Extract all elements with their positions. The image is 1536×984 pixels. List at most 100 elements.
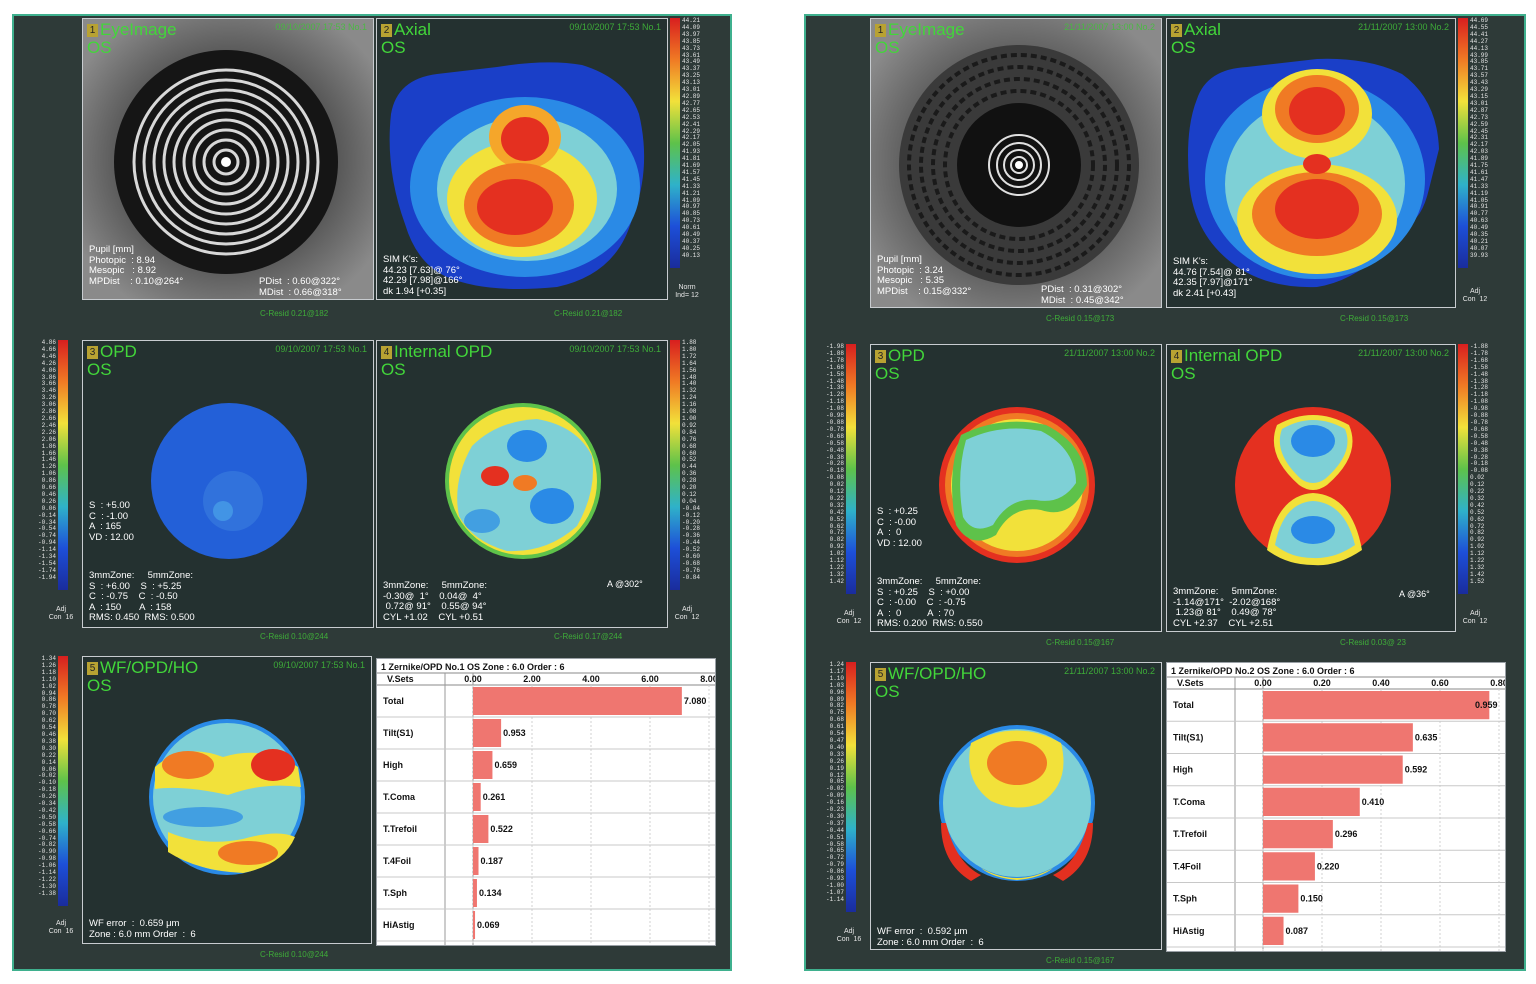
bar xyxy=(473,719,502,747)
exam-date: 21/11/2007 13:00 No.2 xyxy=(1064,22,1155,32)
bar xyxy=(1263,916,1284,945)
internal-opd-panel: 4 Internal OPD OS 21/11/2007 13:00 No.2 3… xyxy=(1166,344,1456,632)
bar xyxy=(473,815,489,843)
zernike-bar-chart: 1 Zernike/OPD No.2 OS Zone : 6.0 Order :… xyxy=(1166,662,1508,952)
category-label: HiAstig xyxy=(383,920,415,930)
category-label: High xyxy=(1173,765,1193,775)
data-label: 0.296 xyxy=(1335,829,1358,839)
opd-color-scale: -1.98 -1.88 -1.78 -1.68 -1.58 -1.48 -1.3… xyxy=(822,343,861,634)
bar xyxy=(473,911,476,939)
wf-opd-ho-panel: 5 WF/OPD/HO OS 21/11/2007 13:00 No.2 WF e… xyxy=(870,662,1162,950)
wf-error-info: WF error : 0.659 μm Zone : 6.0 mm Order … xyxy=(89,918,196,940)
eye-label: OS xyxy=(1171,38,1196,57)
bar xyxy=(1263,852,1315,881)
scale-ticks: 1.88 1.80 1.72 1.64 1.56 1.48 1.40 1.32 … xyxy=(682,339,701,581)
tick-label: 2.00 xyxy=(523,674,541,684)
category-label: T.Coma xyxy=(1173,797,1206,807)
sim-k-info: SIM K's: 44.76 [7.54]@ 81° 42.35 [7.97]@… xyxy=(1173,256,1253,299)
exam-date: 09/10/2007 17:53 No.1 xyxy=(569,22,661,32)
astig-axis-marker: A @36° xyxy=(1399,589,1430,599)
placido-ring-image xyxy=(83,19,373,299)
data-label: 0.261 xyxy=(483,792,506,802)
pupil-dist-info: PDist : 0.31@302° MDist : 0.45@342° xyxy=(1041,284,1124,306)
data-label: 0.953 xyxy=(503,728,526,738)
exam-date: 21/11/2007 13:00 No.2 xyxy=(1064,348,1155,358)
panel-title: 5 WF/OPD/HO OS xyxy=(87,659,198,695)
panel-title-text: EyeImage xyxy=(888,20,965,39)
panel-number: 3 xyxy=(87,346,98,359)
panel-title-text: OPD xyxy=(888,346,925,365)
zernike-chart-svg: 1 Zernike/OPD No.2 OS Zone : 6.0 Order :… xyxy=(1167,666,1508,951)
panel-number: 5 xyxy=(875,668,886,681)
panel-number: 3 xyxy=(875,350,886,363)
category-label: Total xyxy=(1173,700,1194,710)
panel-title: 1 EyeImage OS xyxy=(875,21,965,57)
color-bar xyxy=(670,340,680,590)
scale-ticks: -1.88 -1.78 -1.68 -1.58 -1.48 -1.38 -1.2… xyxy=(1470,343,1489,585)
panel-footer: C-Resid 0.21@182 xyxy=(554,309,623,318)
report-visit-2: 1 EyeImage OS 21/11/2007 13:00 No.2 Pupil… xyxy=(804,14,1526,971)
zone-info: 3mmZone: 5mmZone: -0.30@ 1° 0.04@ 4° 0.7… xyxy=(383,580,488,623)
eye-label: OS xyxy=(87,38,112,57)
bar xyxy=(473,847,479,875)
scale-ticks: 4.86 4.66 4.46 4.26 4.06 3.86 3.66 3.46 … xyxy=(37,339,56,581)
pupil-info: Pupil [mm] Photopic : 3.24 Mesopic : 5.3… xyxy=(877,254,972,297)
opd-panel: 3 OPD OS 09/10/2007 17:53 No.1 S : +5.00 … xyxy=(82,340,374,628)
exam-date: 21/11/2007 13:00 No.2 xyxy=(1064,666,1155,676)
data-label: 0.959 xyxy=(1475,700,1498,710)
panel-title: 2 Axial OS xyxy=(1171,21,1221,57)
wf-error-info: WF error : 0.592 μm Zone : 6.0 mm Order … xyxy=(877,926,984,948)
panel-title: 4 Internal OPD OS xyxy=(1171,347,1282,383)
data-label: 0.635 xyxy=(1415,732,1438,742)
exam-date: 09/10/2007 17:53 No.1 xyxy=(275,22,367,32)
panel-number: 4 xyxy=(381,346,392,359)
bar xyxy=(473,687,682,715)
tick-label: 0.80 xyxy=(1490,678,1505,688)
opd-map xyxy=(939,407,1095,563)
panel-title: 5 WF/OPD/HO OS xyxy=(875,665,986,701)
refraction-info: S : +0.25 C : -0.00 A : 0 VD : 12.00 xyxy=(877,506,922,549)
bar xyxy=(1263,787,1360,816)
panel-title: 4 Internal OPD OS xyxy=(381,343,492,379)
eye-label: OS xyxy=(1171,364,1196,383)
zone-info: 3mmZone: 5mmZone: S : +0.25 S : +0.00 C … xyxy=(877,576,983,629)
bar xyxy=(473,751,493,779)
internal-opd-map xyxy=(445,403,601,559)
data-label: 0.592 xyxy=(1405,765,1428,775)
category-label: T.Trefoil xyxy=(383,824,417,834)
axial-color-scale: 44.69 44.55 44.41 44.27 44.13 43.99 43.8… xyxy=(1458,17,1492,310)
bar xyxy=(1263,755,1403,784)
tick-label: 0.60 xyxy=(1431,678,1449,688)
opd-color-scale: 4.86 4.66 4.46 4.26 4.06 3.86 3.66 3.46 … xyxy=(34,339,73,632)
data-label: 0.069 xyxy=(477,920,500,930)
category-label: Tilt(S1) xyxy=(1173,732,1203,742)
panel-footer: C-Resid 0.15@173 xyxy=(1046,314,1115,323)
wf-opd-ho-panel: 5 WF/OPD/HO OS 09/10/2007 17:53 No.1 WF e… xyxy=(82,656,372,944)
tick-label: 6.00 xyxy=(641,674,659,684)
panel-title-text: Internal OPD xyxy=(1184,346,1283,365)
zernike-bar-chart: 1 Zernike/OPD No.1 OS Zone : 6.0 Order :… xyxy=(376,658,718,946)
scale-caption: Adj Con 16 xyxy=(48,606,74,621)
scale-ticks: 1.34 1.26 1.18 1.10 1.02 0.94 0.86 0.78 … xyxy=(37,655,56,897)
color-bar xyxy=(846,344,856,594)
scale-caption: Adj Con 12 xyxy=(1462,288,1488,303)
category-label: T.Sph xyxy=(383,888,407,898)
exam-date: 09/10/2007 17:53 No.1 xyxy=(273,660,365,670)
category-label: Total xyxy=(383,696,404,706)
panel-footer: C-Resid 0.21@182 xyxy=(260,309,329,318)
panel-title: 2 Axial OS xyxy=(381,21,431,57)
scale-caption: Adj Con 16 xyxy=(48,920,74,935)
data-label: 0.087 xyxy=(1286,926,1309,936)
panel-number: 5 xyxy=(87,662,98,675)
tick-label: 0.00 xyxy=(464,674,482,684)
pupil-dist-info: PDist : 0.60@322° MDist : 0.66@318° xyxy=(259,276,342,298)
scale-ticks: 1.24 1.17 1.10 1.03 0.96 0.89 0.82 0.75 … xyxy=(825,661,844,903)
scale-caption: Adj Con 12 xyxy=(836,610,862,625)
data-label: 0.659 xyxy=(494,760,517,770)
opd-panel: 3 OPD OS 21/11/2007 13:00 No.2 S : +0.25 … xyxy=(870,344,1162,632)
category-label: T.4Foil xyxy=(383,856,411,866)
x-axis-label: V.Sets xyxy=(387,674,414,684)
zernike-chart-svg: 1 Zernike/OPD No.1 OS Zone : 6.0 Order :… xyxy=(377,662,718,945)
data-label: 0.220 xyxy=(1317,861,1340,871)
x-axis-label: V.Sets xyxy=(1177,678,1204,688)
